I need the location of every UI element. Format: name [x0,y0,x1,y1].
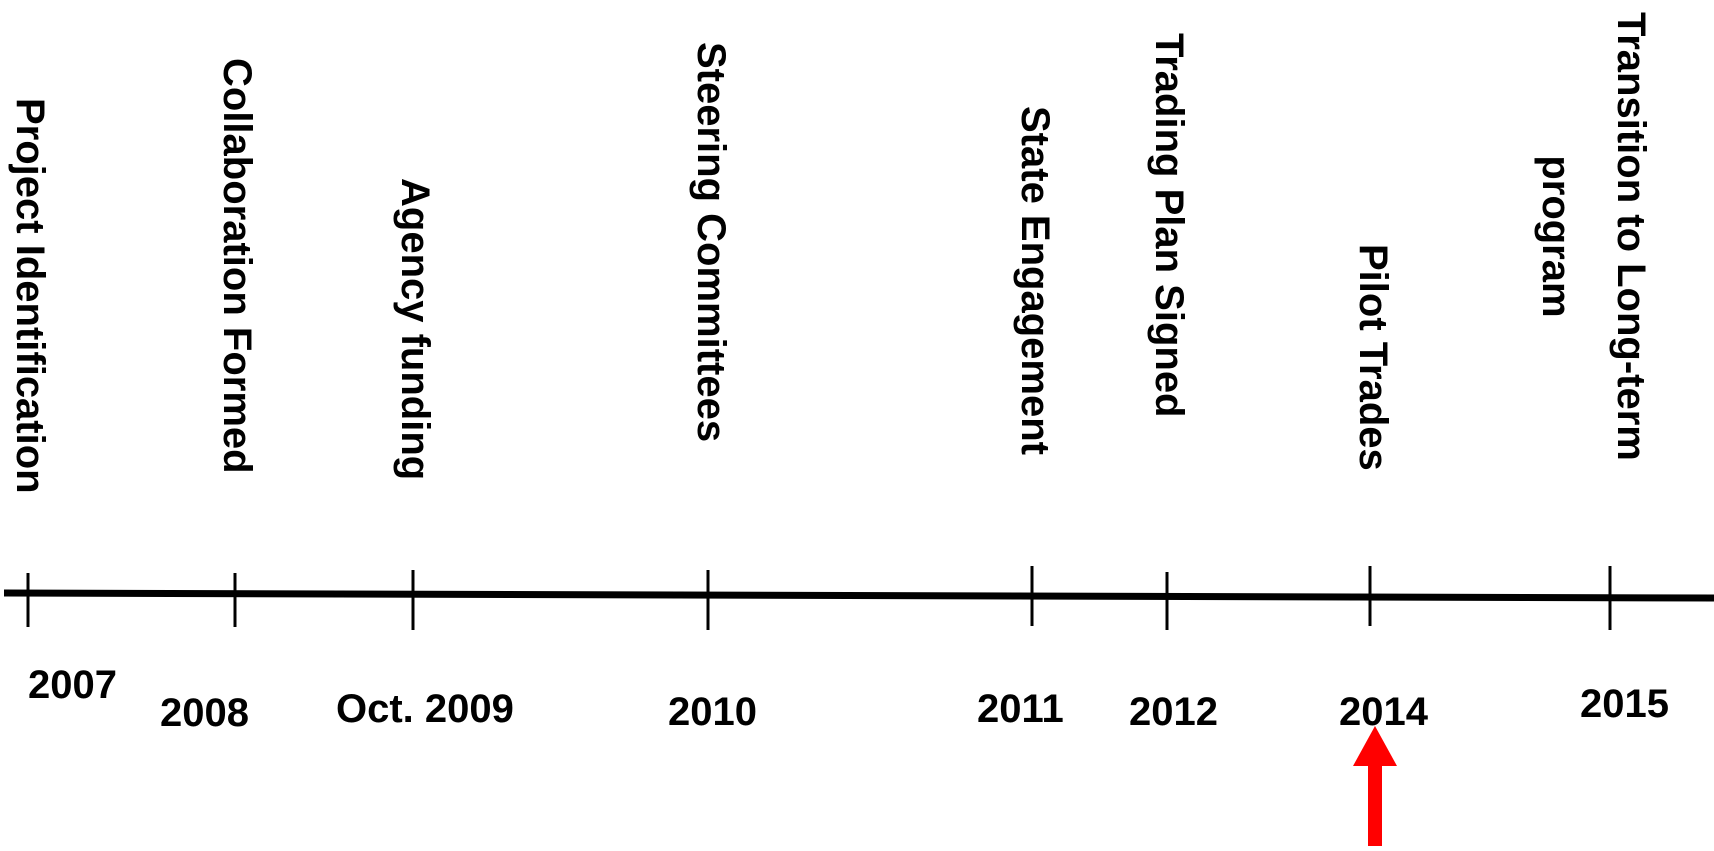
year-label: 2007 [28,663,117,707]
year-label: 2011 [977,687,1064,731]
event-label: Pilot Trades [1351,244,1395,471]
arrow-shaft [1368,760,1382,846]
event-label: State Engagement [1013,106,1057,455]
event-label: Agency funding [393,178,437,480]
year-labels: 2007 2008 Oct. 2009 2010 2011 2012 2014 2015 [28,663,1669,735]
up-arrow-icon [1353,726,1397,766]
event-label: program [1534,155,1578,317]
event-label: Transition to Long-term [1609,12,1653,461]
year-label: 2015 [1580,682,1669,726]
year-label: 2008 [160,691,249,735]
timeline-axis [3,589,1714,602]
event-label: Steering Committees [689,42,733,442]
year-label: 2014 [1339,690,1429,734]
event-labels: Project Identification Collaboration Form… [8,12,1653,494]
event-label: Trading Plan Signed [1147,33,1191,418]
year-label: 2010 [668,690,757,734]
event-label: Collaboration Formed [215,58,259,474]
current-stage-marker [1353,726,1397,846]
year-label: 2012 [1129,690,1218,734]
tick-marks [26,566,1612,630]
event-label: Project Identification [8,98,52,494]
year-label: Oct. 2009 [336,687,514,731]
